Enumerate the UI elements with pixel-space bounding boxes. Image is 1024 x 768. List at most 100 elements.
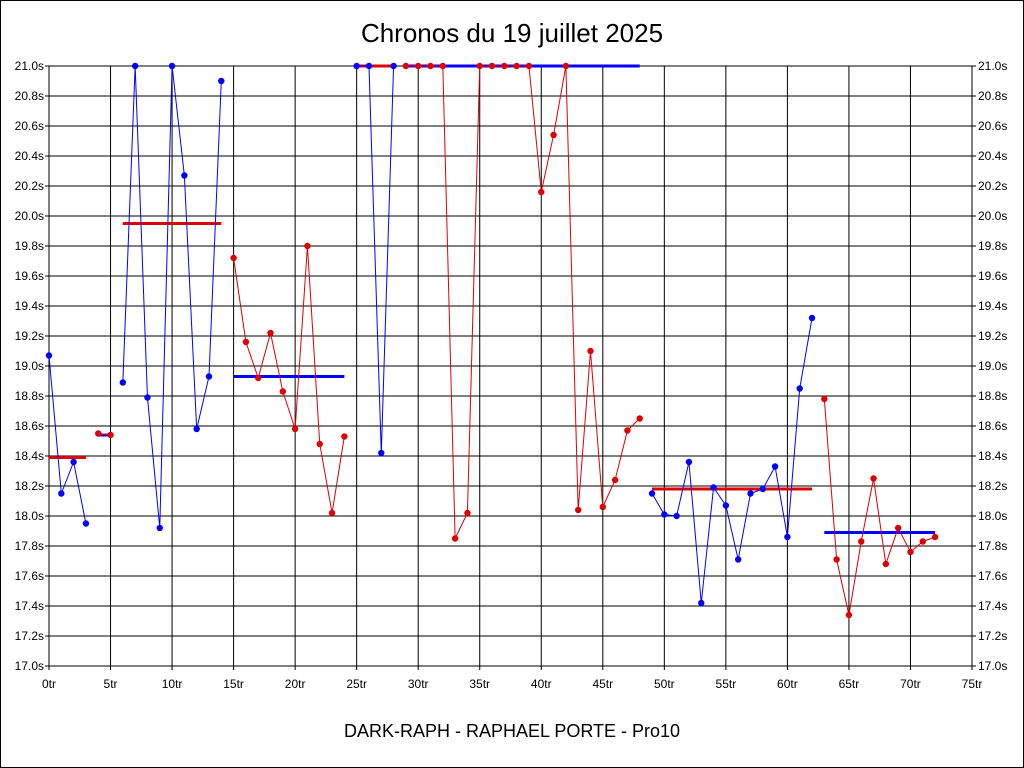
y-tick-label-left: 20.6s <box>15 119 44 133</box>
data-point <box>402 62 410 70</box>
data-point <box>501 62 508 70</box>
series-line <box>823 398 936 616</box>
data-point <box>513 62 520 70</box>
data-point <box>378 449 385 457</box>
data-point <box>58 490 65 497</box>
data-point <box>710 484 717 491</box>
y-tick-label-right: 19.8s <box>978 239 1007 253</box>
y-tick-label-right: 17.8s <box>978 539 1007 553</box>
data-point <box>168 62 176 70</box>
data-point <box>218 77 225 85</box>
y-tick-label-right: 18.2s <box>978 479 1007 493</box>
x-tick-label: 45tr <box>592 677 613 691</box>
data-point <box>488 62 496 70</box>
data-point <box>784 533 791 541</box>
y-tick-label-left: 19.4s <box>15 299 44 313</box>
y-tick-label-left: 17.0s <box>15 659 44 673</box>
y-tick-label-right: 20.2s <box>978 179 1007 193</box>
data-point <box>476 62 483 70</box>
data-point <box>95 430 102 437</box>
y-tick-label-left: 20.0s <box>15 209 44 223</box>
data-point <box>722 502 730 509</box>
data-point <box>587 347 594 355</box>
x-tick-label: 30tr <box>408 677 429 691</box>
data-point <box>181 172 188 179</box>
data-point <box>550 131 557 139</box>
y-tick-label-left: 21.0s <box>15 59 44 73</box>
data-point <box>230 254 237 262</box>
y-tick-label-left: 18.6s <box>15 419 44 433</box>
y-tick-label-left: 18.2s <box>15 479 44 493</box>
data-point <box>574 506 582 514</box>
data-point <box>698 599 705 607</box>
x-tick-label: 50tr <box>654 677 675 691</box>
data-point <box>353 62 360 70</box>
y-tick-label-right: 21.0s <box>978 59 1007 73</box>
data-point <box>796 385 803 392</box>
data-point <box>119 379 127 386</box>
chart-title: Chronos du 19 juillet 2025 <box>360 18 664 48</box>
data-point <box>538 188 545 196</box>
data-point <box>451 535 459 542</box>
data-point <box>907 548 914 556</box>
y-tick-label-left: 20.4s <box>15 149 44 163</box>
x-tick-label: 5tr <box>104 677 118 691</box>
x-tick-label: 35tr <box>469 677 490 691</box>
series-line <box>356 65 395 454</box>
data-point <box>279 388 287 395</box>
x-tick-label: 60tr <box>777 677 798 691</box>
data-point <box>156 524 163 532</box>
y-tick-label-right: 20.4s <box>978 149 1007 163</box>
data-point <box>82 520 90 527</box>
y-tick-label-right: 18.4s <box>978 449 1007 463</box>
data-point <box>870 475 877 482</box>
x-tick-label: 55tr <box>716 677 737 691</box>
data-point <box>833 556 840 563</box>
data-point <box>464 509 471 517</box>
x-tick-label: 75tr <box>962 677 983 691</box>
y-tick-label-right: 19.6s <box>978 269 1007 283</box>
data-point <box>599 503 606 511</box>
y-tick-label-right: 20.6s <box>978 119 1007 133</box>
y-tick-label-left: 19.6s <box>15 269 44 283</box>
data-point <box>759 485 766 493</box>
series-line <box>405 65 641 539</box>
y-tick-label-right: 19.0s <box>978 359 1007 373</box>
data-point <box>685 458 693 466</box>
data-point <box>427 62 434 70</box>
data-point <box>648 490 656 497</box>
y-tick-label-right: 20.8s <box>978 89 1007 103</box>
data-point <box>882 560 890 568</box>
y-tick-label-right: 20.0s <box>978 209 1007 223</box>
x-tick-label: 10tr <box>162 677 183 691</box>
data-point <box>525 62 533 70</box>
y-tick-label-right: 18.0s <box>978 509 1007 523</box>
x-tick-label: 40tr <box>531 677 552 691</box>
y-tick-label-left: 18.0s <box>15 509 44 523</box>
y-tick-label-right: 18.8s <box>978 389 1007 403</box>
series-line <box>233 245 345 514</box>
data-point <box>70 458 77 466</box>
data-point <box>242 338 250 346</box>
y-tick-label-left: 17.6s <box>15 569 44 583</box>
y-tick-label-right: 18.6s <box>978 419 1007 433</box>
x-tick-label: 65tr <box>839 677 860 691</box>
data-point <box>894 524 902 532</box>
y-tick-label-right: 19.4s <box>978 299 1007 313</box>
data-point <box>858 538 865 545</box>
data-point <box>734 556 742 563</box>
data-point <box>131 62 139 70</box>
data-point <box>611 476 619 484</box>
data-point <box>931 533 939 541</box>
data-point <box>808 314 816 322</box>
data-point <box>107 431 114 439</box>
data-point <box>562 62 570 70</box>
y-tick-label-left: 17.8s <box>15 539 44 553</box>
y-tick-label-left: 19.0s <box>15 359 44 373</box>
y-tick-label-left: 20.2s <box>15 179 44 193</box>
chart-footer: DARK-RAPH - RAPHAEL PORTE - Pro10 <box>343 721 681 741</box>
data-point <box>624 427 631 434</box>
y-tick-label-right: 19.2s <box>978 329 1007 343</box>
y-tick-label-right: 17.4s <box>978 599 1007 613</box>
